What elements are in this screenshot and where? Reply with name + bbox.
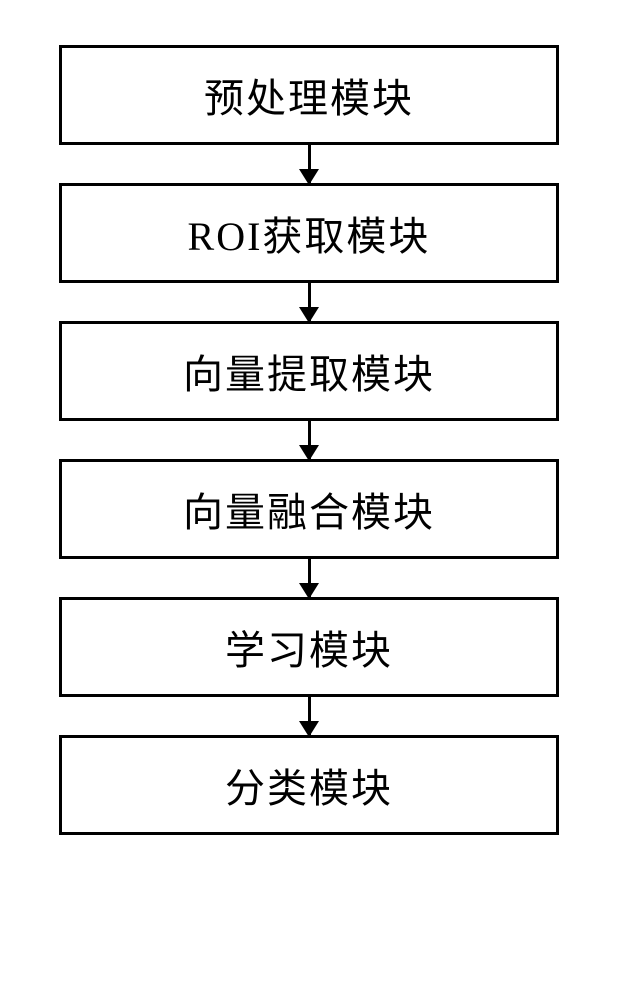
- arrow-down-icon: [308, 559, 311, 597]
- flow-label: 预处理模块: [204, 66, 414, 124]
- flow-node-learning: 学习模块: [59, 597, 559, 697]
- arrow-down-icon: [308, 283, 311, 321]
- arrow-down-icon: [308, 145, 311, 183]
- flow-label: 向量融合模块: [183, 480, 435, 538]
- arrow-down-icon: [308, 421, 311, 459]
- flow-label: ROI获取模块: [188, 204, 431, 262]
- flow-label: 学习模块: [225, 618, 393, 676]
- flow-node-vector-extract: 向量提取模块: [59, 321, 559, 421]
- flow-node-roi: ROI获取模块: [59, 183, 559, 283]
- flow-label: 分类模块: [225, 756, 393, 814]
- flow-node-vector-fusion: 向量融合模块: [59, 459, 559, 559]
- flow-label: 向量提取模块: [183, 342, 435, 400]
- arrow-down-icon: [308, 697, 311, 735]
- flow-node-preprocess: 预处理模块: [59, 45, 559, 145]
- flow-node-classify: 分类模块: [59, 735, 559, 835]
